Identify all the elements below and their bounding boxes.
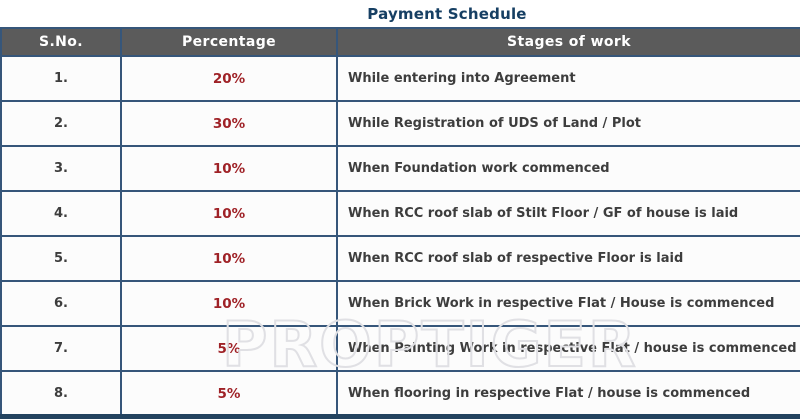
title-bar: Payment Schedule [0,0,800,27]
cell-stage: When Brick Work in respective Flat / Hou… [338,282,800,325]
cell-percentage: 10% [122,282,336,325]
cell-percentage: 5% [122,372,336,415]
column-header-sno: S.No. [2,29,120,55]
cell-percentage: 10% [122,237,336,280]
column-header-stages: Stages of work [338,29,800,55]
cell-sno: 1. [2,57,120,100]
cell-percentage: 20% [122,57,336,100]
cell-percentage: 10% [122,192,336,235]
cell-stage: While entering into Agreement [338,57,800,100]
payment-schedule-table: S.No. Percentage Stages of work 1. 20% Whi… [0,27,800,415]
cell-sno: 4. [2,192,120,235]
cell-sno: 3. [2,147,120,190]
cell-stage: While Registration of UDS of Land / Plot [338,102,800,145]
cell-sno: 7. [2,327,120,370]
cell-stage: When Painting Work in respective Flat / … [338,327,800,370]
cell-stage: When RCC roof slab of Stilt Floor / GF o… [338,192,800,235]
cell-sno: 6. [2,282,120,325]
cell-stage: When RCC roof slab of respective Floor i… [338,237,800,280]
cell-sno: 2. [2,102,120,145]
bottom-section-bar [0,414,800,419]
cell-percentage: 30% [122,102,336,145]
cell-sno: 8. [2,372,120,415]
cell-percentage: 10% [122,147,336,190]
page-title: Payment Schedule [367,4,527,23]
cell-stage: When flooring in respective Flat / house… [338,372,800,415]
cell-sno: 5. [2,237,120,280]
cell-stage: When Foundation work commenced [338,147,800,190]
column-header-percentage: Percentage [122,29,336,55]
cell-percentage: 5% [122,327,336,370]
